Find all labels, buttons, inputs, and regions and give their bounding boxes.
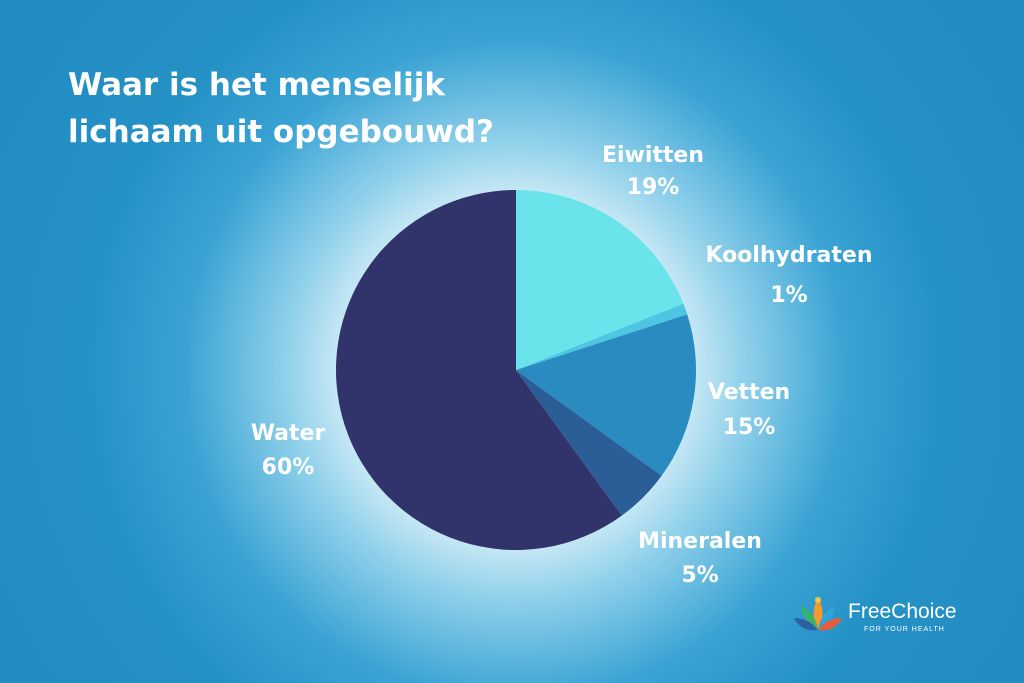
slice-label-eiwitten: Eiwitten — [602, 143, 704, 168]
slice-label-water: Water — [251, 421, 326, 446]
pie-slice-water — [335, 190, 622, 550]
slice-value-mineralen: 5% — [681, 563, 718, 588]
pie-slice-eiwitten — [516, 190, 684, 370]
pie-slice-mineralen — [516, 370, 662, 516]
slice-value-koolhydraten: 1% — [770, 283, 807, 308]
brand-logo: FreeChoice FOR YOUR HEALTH — [792, 590, 992, 640]
pie-labels: Eiwitten 19% Koolhydraten 1% Vetten 15% Minera… — [251, 143, 873, 588]
slice-value-eiwitten: 19% — [627, 175, 680, 200]
brand-name: FreeChoice — [848, 600, 957, 623]
pie-slice-koolhydraten — [516, 303, 688, 370]
slice-label-mineralen: Mineralen — [638, 529, 762, 554]
slice-label-koolhydraten: Koolhydraten — [706, 243, 873, 268]
slice-label-vetten: Vetten — [708, 380, 790, 405]
lotus-icon — [794, 597, 842, 631]
slice-value-water: 60% — [262, 455, 315, 480]
pie-slices — [335, 190, 696, 550]
chart-title: Waar is het menselijk lichaam uit opgebo… — [68, 67, 495, 150]
slice-value-vetten: 15% — [723, 415, 776, 440]
brand-tagline: FOR YOUR HEALTH — [864, 626, 945, 633]
pie-slice-vetten — [516, 314, 696, 476]
